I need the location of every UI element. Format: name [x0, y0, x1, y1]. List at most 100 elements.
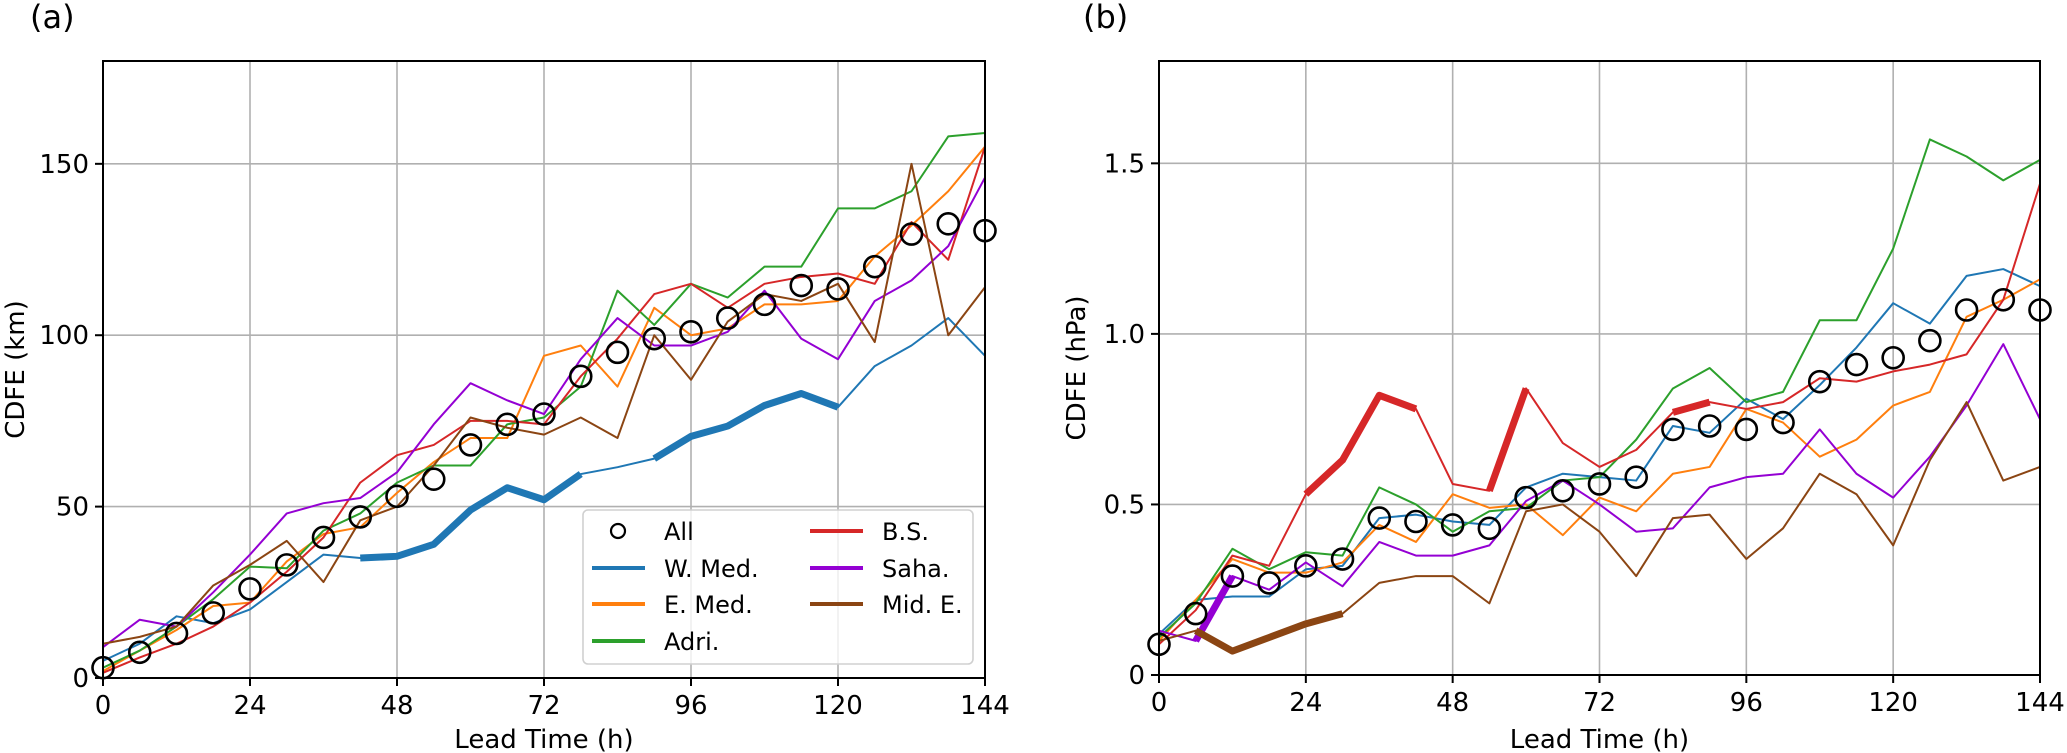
x-tick-label: 144: [960, 691, 1010, 721]
y-tick-label: 50: [56, 493, 89, 523]
x-tick-label: 24: [1289, 688, 1322, 718]
data-point-all: [1844, 352, 1869, 377]
series-highlight-segment: [1486, 387, 1530, 492]
data-point-all: [679, 319, 703, 344]
grid: [102, 61, 986, 679]
series-mid-e: [1158, 401, 2041, 655]
data-point-all: [385, 484, 409, 509]
data-point-all: [127, 640, 152, 665]
legend: All W. Med. E. Med. Adri. B.S. Saha. Mid. E.: [582, 509, 974, 665]
series-mid-e: [102, 162, 986, 645]
y-tick-label: 100: [39, 321, 89, 351]
series-all-markers: [91, 212, 997, 680]
x-tick-label: 0: [1151, 688, 1168, 718]
data-point-all: [532, 402, 556, 426]
data-point-all: [495, 412, 520, 437]
data-point-all: [1367, 506, 1392, 530]
data-point-all: [1587, 472, 1612, 496]
data-point-all: [1257, 571, 1281, 595]
data-point-all: [862, 254, 887, 279]
data-point-all: [1881, 345, 1905, 370]
data-point-all: [1807, 369, 1832, 394]
series-adri: [1158, 138, 2041, 639]
series-line: [1158, 343, 2041, 642]
data-point-all: [1661, 417, 1685, 442]
data-point-all: [826, 277, 850, 301]
data-point-all: [1954, 298, 1979, 322]
x-tick-label: 72: [1583, 688, 1616, 718]
data-point-all: [1991, 287, 2016, 312]
data-point-all: [936, 212, 961, 236]
data-point-all: [1220, 564, 1245, 588]
y-tick-label: 150: [39, 150, 89, 180]
x-tick-label: 120: [1868, 688, 1918, 718]
legend-label: Mid. E.: [882, 591, 963, 619]
x-axis-label: Lead Time (h): [454, 725, 633, 753]
data-point-all: [899, 222, 924, 246]
series-line: [1158, 138, 2041, 639]
data-point-all: [421, 467, 446, 491]
data-point-all: [238, 577, 262, 601]
series-line: [102, 131, 986, 669]
y-axis-label: CDFE (km): [1, 300, 31, 439]
data-point-all: [1734, 417, 1759, 442]
x-axis-label: Lead Time (h): [1510, 725, 1689, 753]
x-tick-label: 144: [2015, 688, 2065, 718]
legend-item: W. Med.: [592, 555, 759, 583]
series-line: [1158, 278, 2041, 642]
data-point-all: [642, 326, 667, 351]
x-tick-label: 24: [233, 691, 266, 721]
panel-label: (a): [30, 0, 75, 36]
data-point-all: [715, 306, 740, 330]
x-tick-label: 48: [1436, 688, 1469, 718]
x-tick-label: 120: [813, 691, 863, 721]
data-point-all: [348, 505, 373, 529]
legend-item: All: [609, 518, 694, 546]
y-tick-label: 0: [72, 664, 89, 694]
data-point-all: [1624, 465, 1649, 489]
data-point-all: [1183, 601, 1208, 626]
legend-item: Mid. E.: [810, 591, 963, 619]
x-tick-label: 48: [380, 691, 413, 721]
series-line: [102, 177, 986, 648]
legend-frame: [582, 509, 974, 665]
series-line: [102, 162, 986, 645]
legend-label: E. Med.: [664, 591, 753, 619]
y-tick-label: 1.5: [1104, 149, 1145, 179]
legend-item: B.S.: [810, 518, 929, 546]
data-point-all: [1477, 516, 1502, 541]
x-tick-label: 0: [95, 691, 112, 721]
legend-marker-circle: [609, 522, 627, 540]
y-tick-label: 0.5: [1104, 490, 1145, 520]
legend-label: All: [664, 518, 694, 546]
series-highlight-segment: [1671, 398, 1711, 416]
data-point-all: [1440, 513, 1465, 537]
y-tick-label: 0: [1128, 661, 1145, 691]
data-point-all: [568, 364, 593, 389]
legend-label: W. Med.: [664, 555, 759, 583]
data-point-all: [1404, 509, 1428, 534]
data-point-all: [458, 433, 483, 457]
data-point-all: [1330, 547, 1355, 571]
legend-item: Saha.: [810, 555, 950, 583]
panel-label: (b): [1083, 0, 1128, 36]
data-point-all: [201, 601, 226, 625]
x-tick-label: 96: [674, 691, 707, 721]
data-point-all: [164, 621, 189, 646]
panel-b: (b) 0 24 48 72 96 120 144 0 0.5 1.0 1.5 Lead Time (h…: [1062, 0, 2065, 753]
series-adri: [102, 131, 986, 669]
series-e-med: [1158, 278, 2041, 642]
data-point-all: [1550, 478, 1575, 503]
series-highlight-segment: [1194, 610, 1344, 655]
series-saha: [102, 177, 986, 648]
data-point-all: [1918, 328, 1942, 353]
series-highlight-segment: [360, 471, 583, 562]
data-point-all: [311, 525, 336, 550]
data-point-all: [1697, 414, 1722, 438]
legend-label: B.S.: [882, 518, 929, 546]
legend-label: Adri.: [664, 628, 719, 656]
legend-item: E. Med.: [592, 591, 753, 619]
series-highlight-segment: [652, 389, 840, 462]
data-point-all: [274, 553, 299, 577]
